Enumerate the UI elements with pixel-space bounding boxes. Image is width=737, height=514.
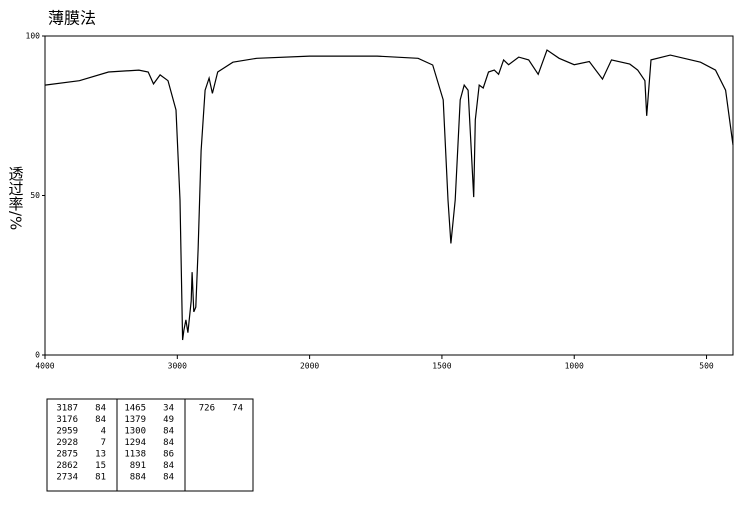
- peak-wavenumber: 2959: [56, 427, 78, 437]
- peak-wavenumber: 2862: [56, 461, 78, 471]
- peak-transmittance: 49: [163, 415, 174, 425]
- peak-transmittance: 74: [232, 404, 243, 414]
- peak-wavenumber: 1379: [124, 415, 146, 425]
- x-tick-label: 500: [699, 362, 714, 371]
- x-tick-label: 1500: [432, 362, 451, 371]
- x-tick-label: 4000: [35, 362, 54, 371]
- peak-wavenumber: 726: [199, 404, 215, 414]
- peak-transmittance: 84: [163, 438, 174, 448]
- peak-transmittance: 84: [95, 415, 106, 425]
- peak-transmittance: 81: [95, 473, 106, 483]
- peak-transmittance: 86: [163, 450, 174, 460]
- peak-wavenumber: 1300: [124, 427, 146, 437]
- peak-wavenumber: 1138: [124, 450, 146, 460]
- y-tick-label: 100: [26, 32, 41, 41]
- peak-wavenumber: 2734: [56, 473, 78, 483]
- peak-wavenumber: 1294: [124, 438, 146, 448]
- peak-transmittance: 4: [101, 427, 106, 437]
- peak-wavenumber: 2928: [56, 438, 78, 448]
- peak-transmittance: 84: [163, 461, 174, 471]
- x-tick-label: 1000: [565, 362, 584, 371]
- peak-transmittance: 84: [163, 473, 174, 483]
- peak-transmittance: 84: [95, 404, 106, 414]
- peak-wavenumber: 2875: [56, 450, 78, 460]
- peak-transmittance: 7: [101, 438, 106, 448]
- y-tick-label: 0: [35, 351, 40, 360]
- peak-table-frame: [46, 398, 254, 492]
- peak-transmittance: 34: [163, 404, 174, 414]
- peak-wavenumber: 891: [130, 461, 146, 471]
- peak-wavenumber: 3187: [56, 404, 78, 414]
- x-tick-label: 3000: [168, 362, 187, 371]
- chart-title: 薄膜法: [48, 9, 96, 28]
- peak-transmittance: 13: [95, 450, 106, 460]
- peak-wavenumber: 884: [130, 473, 146, 483]
- peak-wavenumber: 1465: [124, 404, 146, 414]
- x-tick-label: 2000: [300, 362, 319, 371]
- spectrum-line: [44, 49, 734, 341]
- plot-frame: [44, 35, 734, 356]
- peak-wavenumber: 3176: [56, 415, 78, 425]
- y-axis-label: 透过率/%: [7, 166, 25, 230]
- y-tick-label: 50: [30, 191, 40, 200]
- peak-transmittance: 84: [163, 427, 174, 437]
- peak-transmittance: 15: [95, 461, 106, 471]
